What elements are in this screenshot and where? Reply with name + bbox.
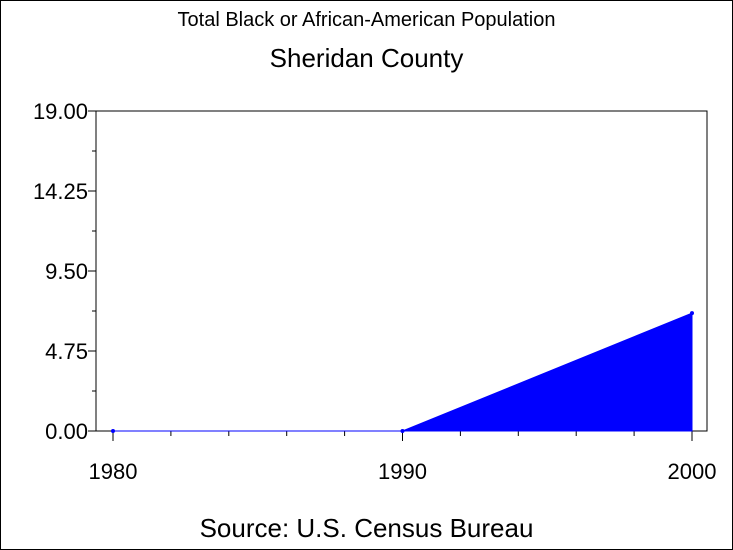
data-point (400, 429, 405, 433)
y-tick-label: 9.50 (45, 259, 88, 284)
chart-title: Total Black or African-American Populati… (177, 9, 556, 31)
x-axis-labels: 1980 1990 2000 (89, 459, 717, 484)
data-point (111, 429, 115, 433)
x-tick-label: 1980 (89, 459, 138, 484)
y-axis-ticks (88, 110, 96, 432)
chart-subtitle: Sheridan County (269, 43, 464, 73)
y-tick-label: 19.00 (33, 99, 88, 124)
x-minor-ticks (170, 431, 635, 436)
y-tick-label: 0.00 (45, 419, 88, 444)
y-tick-label: 14.25 (33, 179, 88, 204)
data-points (111, 311, 694, 433)
y-tick-label: 4.75 (45, 339, 88, 364)
y-minor-ticks (92, 150, 96, 392)
source-note: Source: U.S. Census Bureau (199, 513, 534, 543)
y-axis-labels: 0.00 4.75 9.50 14.25 19.00 (33, 99, 88, 444)
x-tick-label: 2000 (668, 459, 717, 484)
x-tick-label: 1990 (378, 459, 427, 484)
data-point (690, 311, 694, 316)
